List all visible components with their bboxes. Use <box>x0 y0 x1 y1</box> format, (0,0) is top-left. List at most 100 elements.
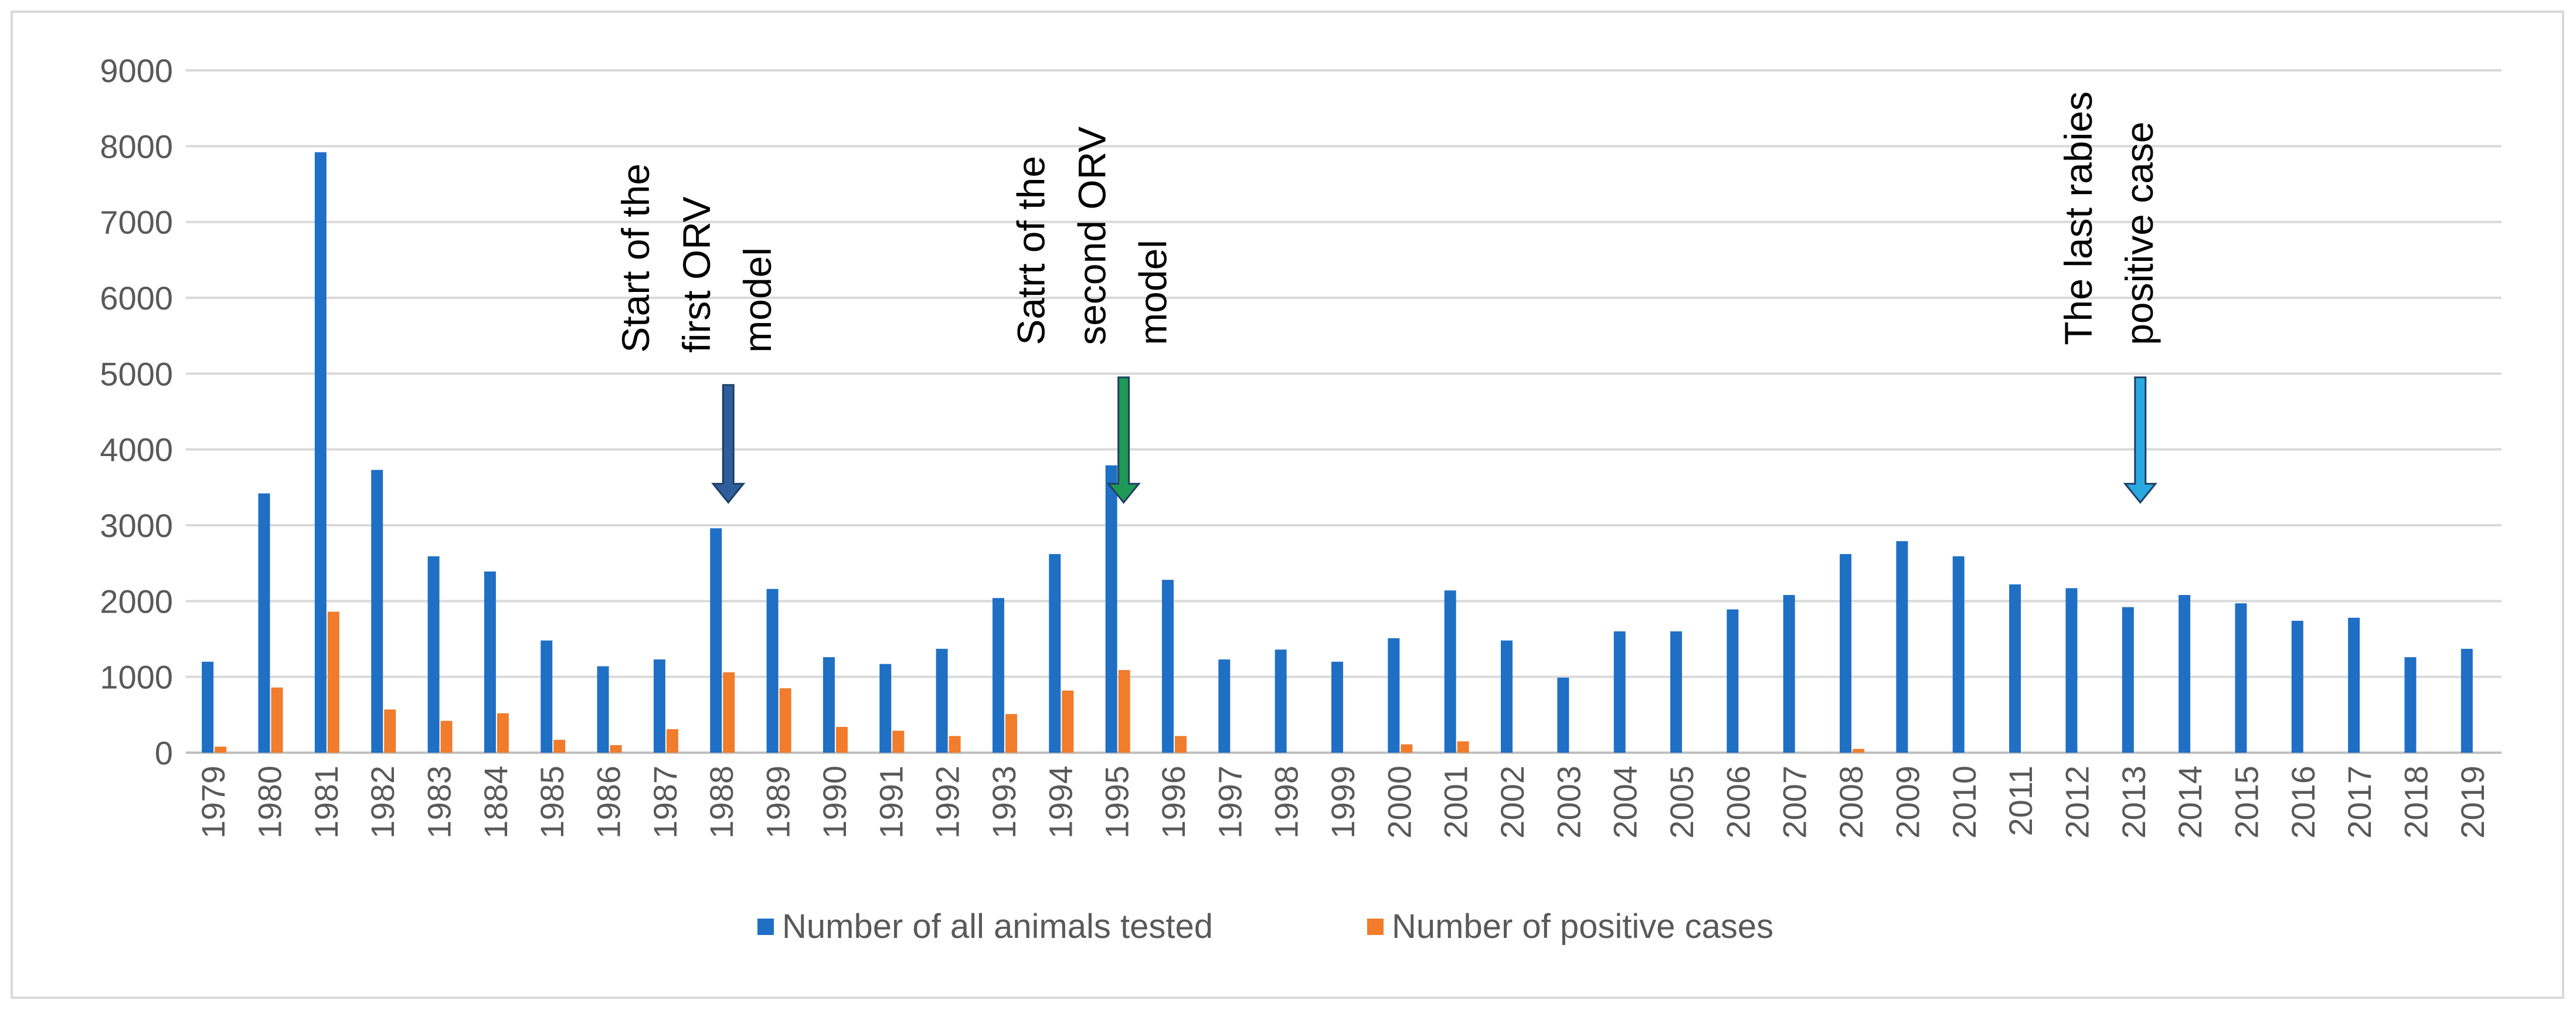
x-tick-label: 1987 <box>647 766 684 839</box>
x-tick-label: 1980 <box>252 766 288 839</box>
x-tick-label: 2007 <box>1776 766 1813 839</box>
bar-positive <box>1401 744 1413 753</box>
bar-tested <box>1105 465 1117 753</box>
bar-tested <box>2179 594 2191 753</box>
bar-tested <box>2291 620 2303 753</box>
bar-tested <box>1670 631 1683 753</box>
bar-positive <box>779 688 791 753</box>
x-tick-label: 2001 <box>1437 766 1474 839</box>
y-tick-label: 9000 <box>100 52 173 89</box>
y-tick-label: 6000 <box>100 280 173 317</box>
bar-tested <box>823 657 835 753</box>
legend-swatch-positive <box>1367 919 1384 935</box>
bar-tested <box>2461 648 2473 753</box>
x-tick-label: 1981 <box>308 766 345 839</box>
bar-positive <box>497 713 509 753</box>
bar-tested <box>202 661 214 753</box>
x-axis-ticks: 1979 1980 1981 1982 1983 1884 1985 1986 1987 1988… <box>195 766 2491 839</box>
x-tick-label: 2014 <box>2171 766 2208 839</box>
bar-tested <box>1783 594 1795 753</box>
bar-positive <box>271 687 283 753</box>
bar-positive <box>1457 741 1469 753</box>
x-tick-label: 1997 <box>1211 766 1248 839</box>
x-tick-label: 1989 <box>760 766 797 839</box>
bar-tested <box>653 659 665 753</box>
x-tick-label: 2016 <box>2285 766 2322 839</box>
x-tick-label: 1979 <box>195 766 232 839</box>
y-tick-label: 5000 <box>100 355 173 392</box>
bar-tested <box>1557 677 1569 753</box>
x-tick-label: 1993 <box>985 766 1022 839</box>
bar-tested <box>992 598 1004 753</box>
bar-tested <box>1952 556 1965 753</box>
bar-positive <box>949 736 961 753</box>
bar-tested <box>1161 580 1174 753</box>
x-tick-label: 1985 <box>533 766 570 839</box>
x-tick-label: 1995 <box>1099 766 1136 839</box>
x-tick-label: 1999 <box>1324 766 1361 839</box>
y-tick-label: 1000 <box>100 659 173 696</box>
bar-tested <box>2009 584 2021 753</box>
x-tick-label: 2008 <box>1833 766 1870 839</box>
x-tick-label: 1990 <box>816 766 853 839</box>
annotation-text: Satrt of the <box>1010 156 1053 345</box>
annotation-text: model <box>1131 240 1175 345</box>
bar-positive <box>892 730 905 753</box>
x-tick-label: 2013 <box>2115 766 2152 839</box>
bar-tested <box>879 664 892 753</box>
chart-frame: 0 1000 2000 3000 4000 5000 6000 7000 8000 9000 19… <box>11 11 2564 999</box>
y-tick-label: 3000 <box>100 507 173 544</box>
bar-positive <box>384 709 396 753</box>
y-axis-ticks: 0 1000 2000 3000 4000 5000 6000 7000 8000 9000 <box>100 52 173 771</box>
bar-tested <box>1218 659 1231 753</box>
bar-tested <box>1275 650 1287 753</box>
bar-tested <box>1896 541 1908 753</box>
bar-positive <box>1005 714 1017 753</box>
bar-chart: 0 1000 2000 3000 4000 5000 6000 7000 8000 9000 19… <box>100 52 2502 946</box>
x-tick-label: 2019 <box>2454 766 2491 839</box>
x-tick-label: 2017 <box>2341 766 2378 839</box>
x-tick-label: 2012 <box>2058 766 2095 839</box>
annotation-text: model <box>736 247 779 353</box>
y-tick-label: 2000 <box>100 583 173 620</box>
bar-tested <box>1613 631 1626 753</box>
bar-positive <box>327 611 339 753</box>
bar-positive <box>835 727 848 753</box>
annotation-arrow <box>711 384 746 504</box>
bar-tested <box>1501 640 1513 753</box>
x-tick-label: 1982 <box>364 766 401 839</box>
bar-positive <box>1174 736 1187 753</box>
bar-tested <box>484 571 496 753</box>
annotation-text: positive case <box>2118 121 2161 345</box>
x-tick-label: 2010 <box>1946 766 1983 839</box>
bar-tested <box>258 493 270 753</box>
bar-tested <box>1388 638 1400 753</box>
x-tick-label: 2003 <box>1550 766 1587 839</box>
x-tick-label: 2004 <box>1607 766 1644 839</box>
x-tick-label: 1986 <box>590 766 627 839</box>
bar-tested <box>371 470 383 753</box>
gridlines <box>186 69 2502 754</box>
bar-tested <box>710 528 722 753</box>
x-tick-label: 1998 <box>1268 766 1305 839</box>
bar-tested <box>766 589 779 753</box>
bar-tested <box>1049 554 1061 753</box>
annotation-text: Start of the <box>614 164 657 353</box>
y-tick-label: 4000 <box>100 431 173 468</box>
bar-tested <box>2404 657 2417 753</box>
bar-tested <box>1444 590 1456 753</box>
annotation-arrow <box>1106 376 1141 504</box>
annotation-text: second ORV <box>1070 127 1114 345</box>
x-tick-label: 1992 <box>929 766 966 839</box>
bar-positive <box>215 746 227 753</box>
bar-positive <box>440 720 453 753</box>
x-tick-label: 2018 <box>2397 766 2434 839</box>
x-tick-label: 1996 <box>1155 766 1192 839</box>
y-tick-label: 7000 <box>100 204 173 241</box>
bar-tested <box>1331 661 1343 753</box>
x-tick-label: 2011 <box>2002 766 2039 836</box>
x-tick-label: 1884 <box>477 766 514 839</box>
x-tick-label: 2005 <box>1663 766 1700 839</box>
x-tick-label: 1991 <box>872 766 909 839</box>
bar-positive <box>553 740 566 753</box>
